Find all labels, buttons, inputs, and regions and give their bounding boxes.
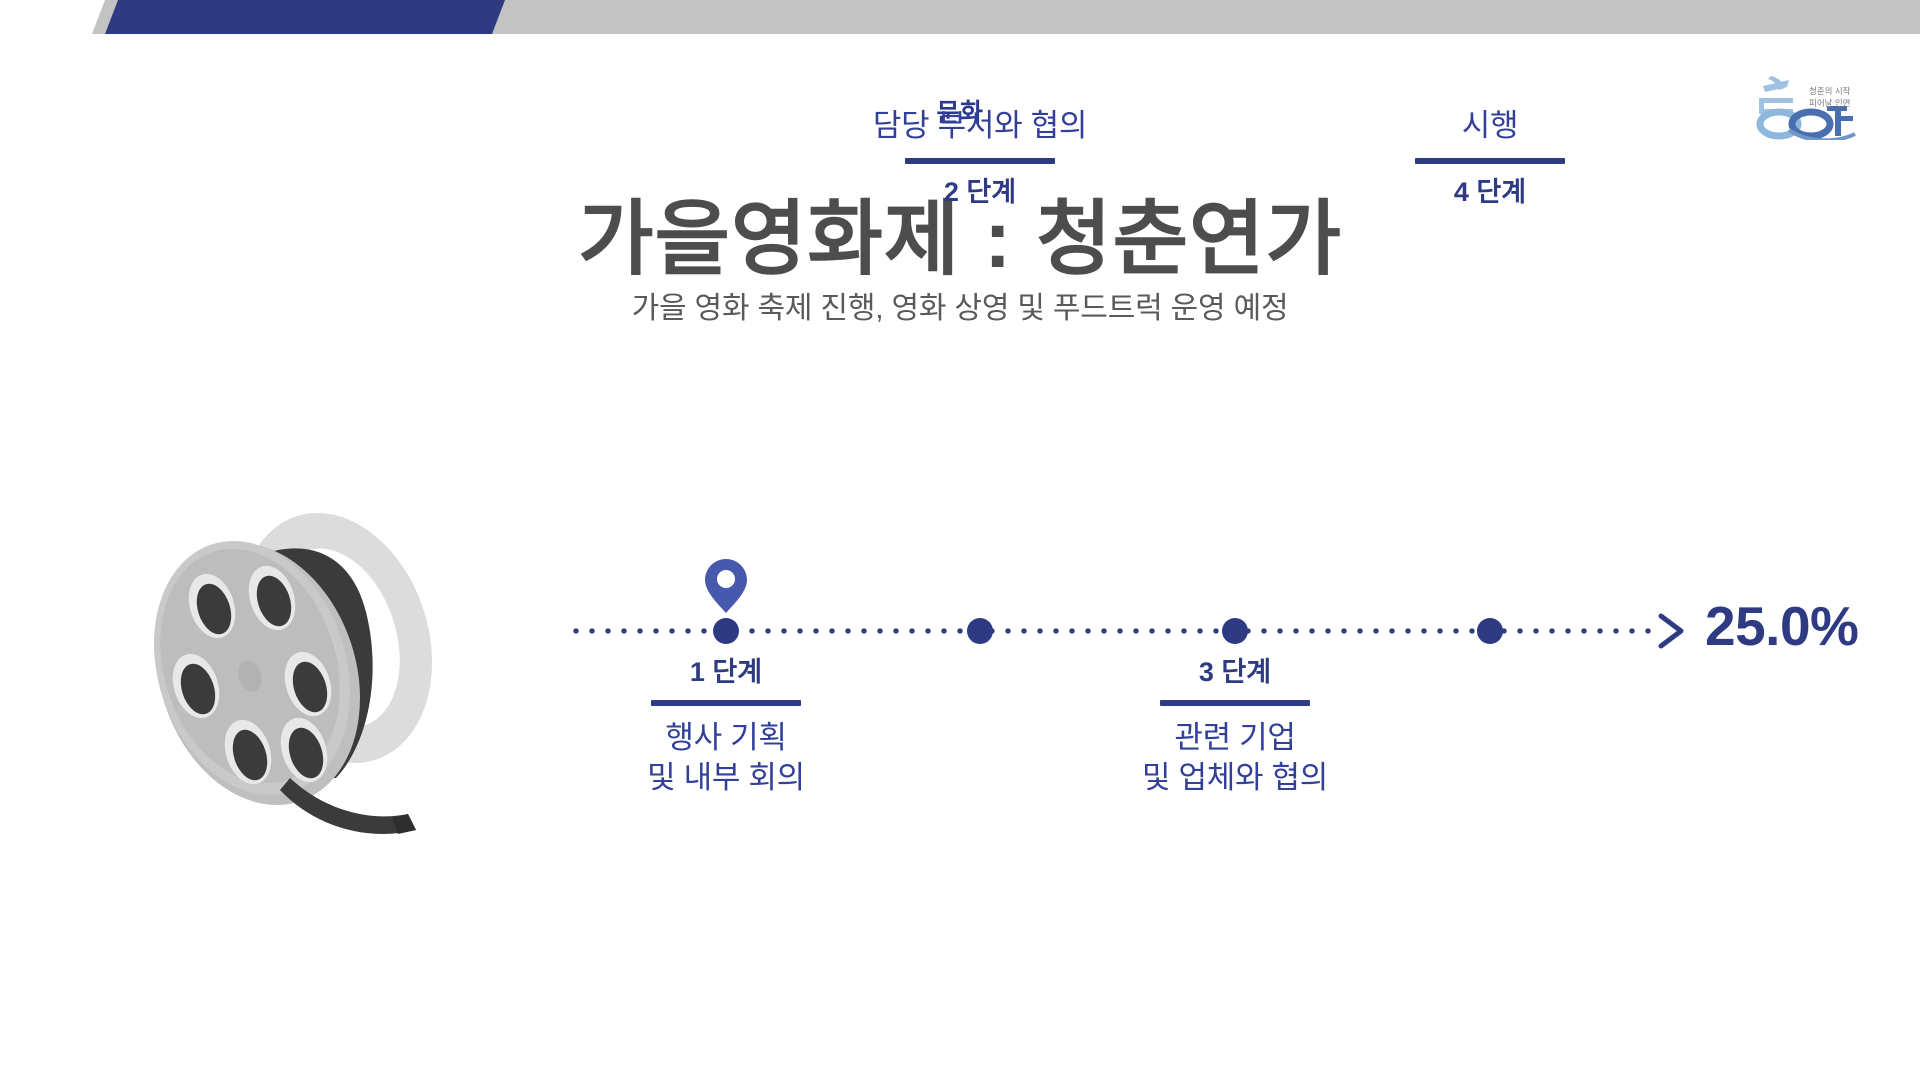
category-label: 문화 bbox=[936, 99, 984, 127]
timeline-step-1-content: 1 단계 행사 기획 및 내부 회의 bbox=[526, 656, 926, 798]
page-title: 가을영화제 : 청춘연가 bbox=[578, 193, 1342, 285]
timeline-step-3-stage: 3 단계 bbox=[1198, 657, 1272, 687]
timeline-step-4-title-line-1: 시행 bbox=[1461, 107, 1519, 143]
timeline-step-1-stage: 1 단계 bbox=[689, 657, 763, 687]
logo-tagline-line1: 청춘의 시작 bbox=[1809, 86, 1851, 96]
brand-logo: 청춘의 시작 피어날 인연 bbox=[1749, 68, 1874, 140]
timeline-step-2-rule bbox=[905, 157, 1055, 164]
timeline-step-3-rule bbox=[1160, 700, 1310, 707]
timeline-step-4-stage: 4 단계 bbox=[1453, 176, 1527, 207]
top-decorative-bar bbox=[0, 0, 1920, 34]
reel-spoke-holes bbox=[172, 565, 332, 785]
timeline-step-2-stage: 2 단계 bbox=[943, 176, 1017, 207]
logo-yeon-glyph bbox=[1787, 106, 1856, 140]
timeline-dot-2 bbox=[967, 618, 993, 644]
timeline-step-2-title-line-1: 담당 부서와 협의 bbox=[872, 107, 1088, 143]
logo-cheong-glyph bbox=[1756, 76, 1802, 140]
timeline-dot-3 bbox=[1222, 618, 1248, 644]
timeline-step-3-title-line-1: 관련 기업 bbox=[1174, 720, 1296, 756]
film-reel-illustration bbox=[140, 478, 460, 858]
topbar-navy-band bbox=[105, 0, 505, 34]
timeline-dot-4 bbox=[1477, 618, 1503, 644]
timeline-step-4-content: 시행 4 단계 bbox=[1290, 106, 1690, 208]
timeline-step-3-content: 3 단계 관련 기업 및 업체와 협의 bbox=[1035, 656, 1435, 798]
timeline-step-1-title-line-1: 행사 기획 bbox=[665, 720, 787, 756]
timeline-step-1-rule bbox=[651, 700, 801, 707]
timeline-dot-1 bbox=[713, 618, 739, 644]
timeline-step-1-title-line-2: 및 내부 회의 bbox=[647, 760, 805, 796]
timeline-arrow-icon bbox=[1655, 610, 1689, 652]
page-subtitle: 가을 영화 축제 진행, 영화 상영 및 푸드트럭 운영 예정 bbox=[631, 292, 1289, 325]
timeline-axis-line bbox=[568, 628, 1653, 634]
reel-film-strip bbox=[280, 778, 416, 834]
timeline-step-2-content: 담당 부서와 협의 2 단계 bbox=[780, 106, 1180, 208]
timeline-step-4-rule bbox=[1415, 157, 1565, 164]
progress-percent-label: 25.0% bbox=[1705, 595, 1859, 657]
progress-timeline: 1 단계 행사 기획 및 내부 회의 담당 부서와 협의 2 단계 3 단계 관… bbox=[560, 108, 1860, 890]
timeline-step-3-title-line-2: 및 업체와 협의 bbox=[1142, 760, 1328, 796]
map-pin-icon bbox=[705, 557, 747, 615]
logo-tagline-line2: 피어날 인연 bbox=[1809, 98, 1850, 108]
